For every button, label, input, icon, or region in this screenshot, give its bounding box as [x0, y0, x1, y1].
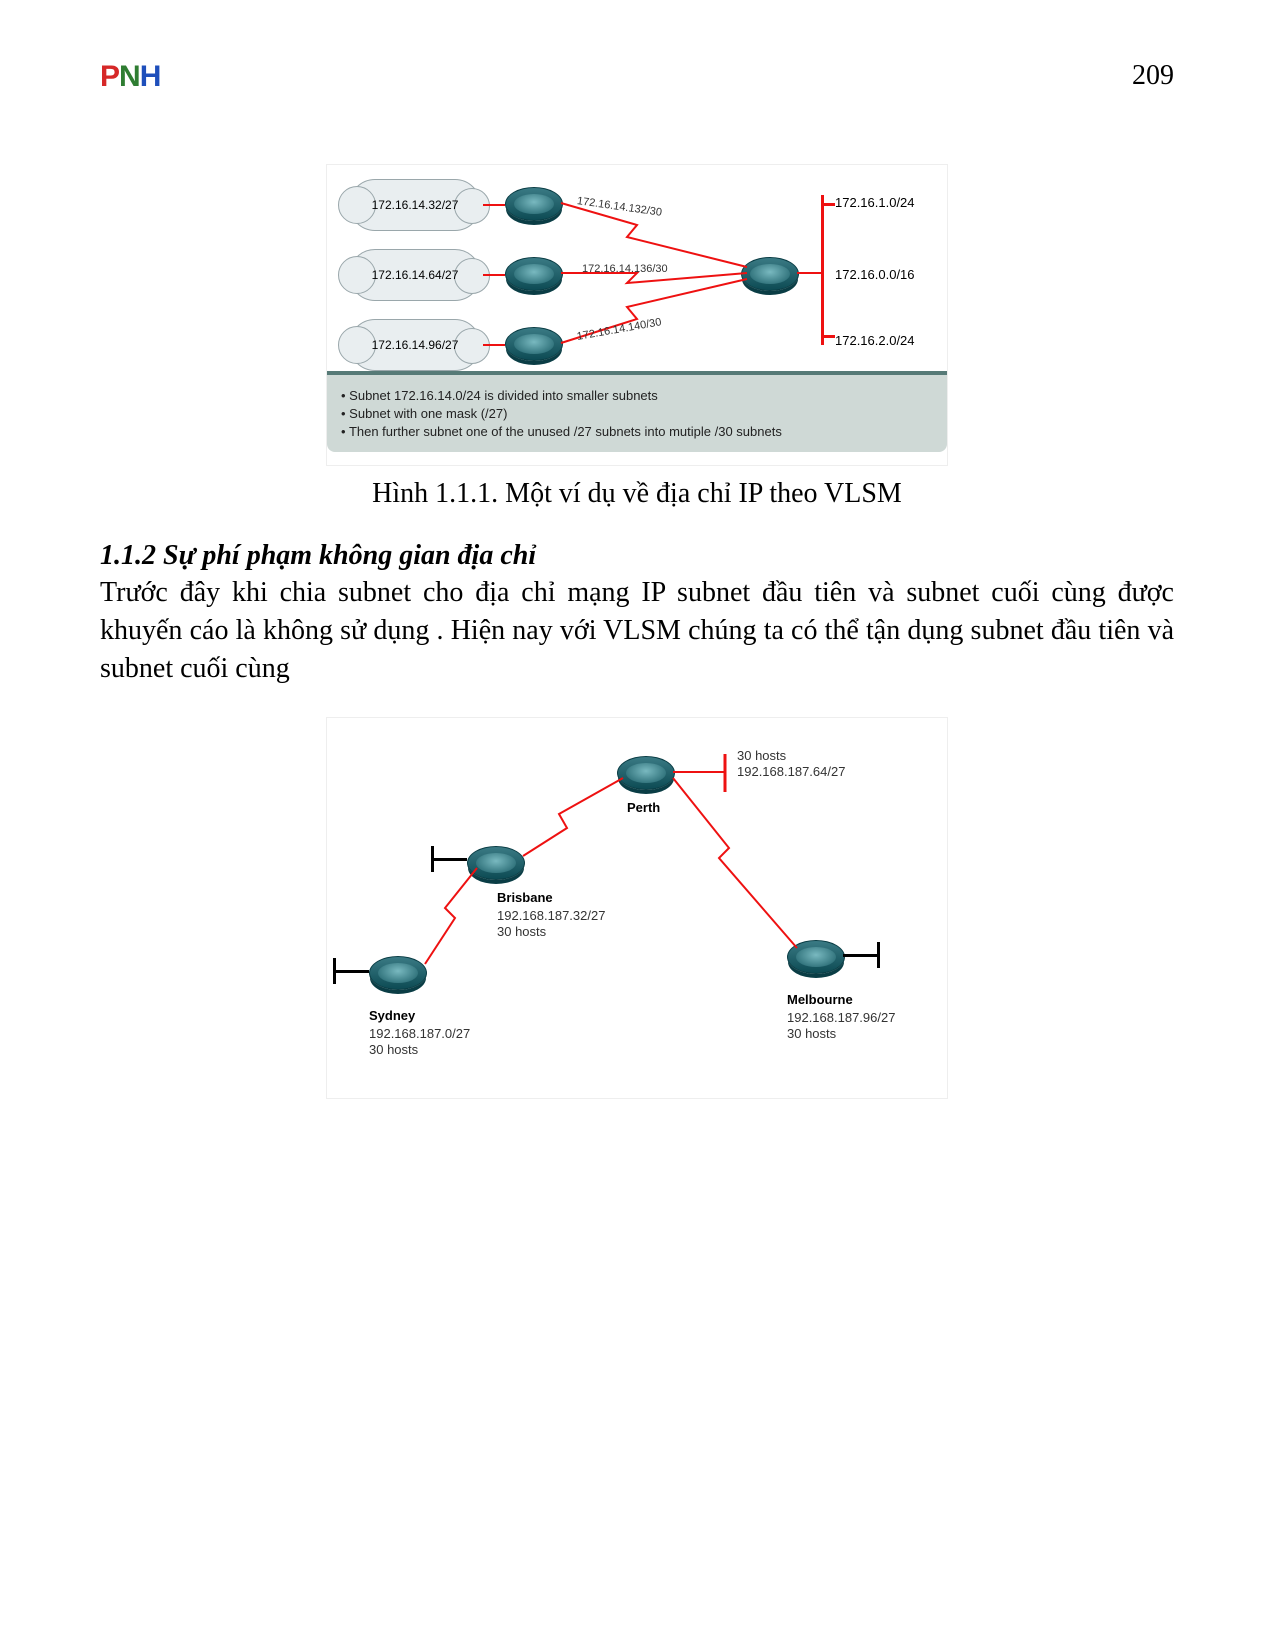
logo-letter-n: N — [119, 60, 140, 93]
lan-stub — [333, 970, 369, 973]
lan-stub — [877, 942, 880, 968]
info-bullet: Then further subnet one of the unused /2… — [341, 424, 933, 439]
city-label: Brisbane — [497, 890, 553, 905]
subnet-label: 30 hosts — [497, 924, 546, 939]
logo-letter-p: P — [100, 60, 119, 93]
figure-caption-box: Subnet 172.16.14.0/24 is divided into sm… — [327, 371, 947, 452]
lan-stub — [431, 858, 467, 861]
section-heading: 1.1.2 Sự phí phạm không gian địa chỉ — [100, 540, 1174, 572]
logo-letter-h: H — [140, 60, 161, 93]
subnet-label: 30 hosts — [787, 1026, 836, 1041]
subnet-label: 192.168.187.64/27 — [737, 764, 845, 779]
lan-stub — [431, 846, 434, 872]
network-label: 172.16.2.0/24 — [835, 333, 915, 348]
logo: PNH — [100, 60, 160, 94]
info-bullet: Subnet 172.16.14.0/24 is divided into sm… — [341, 388, 933, 403]
lan-stub — [843, 954, 879, 957]
subnet-label: 192.168.187.0/27 — [369, 1026, 470, 1041]
cloud-label: 172.16.14.64/27 — [372, 268, 459, 282]
figure-caption: Hình 1.1.1. Một ví dụ về địa chỉ IP theo… — [100, 478, 1174, 510]
subnet-label: 192.168.187.96/27 — [787, 1010, 895, 1025]
page-number: 209 — [1132, 60, 1174, 92]
cloud-label: 172.16.14.32/27 — [372, 198, 459, 212]
city-label: Melbourne — [787, 992, 853, 1007]
figure-vlsm-example: 172.16.14.32/27 172.16.14.64/27 172.16.1… — [326, 164, 948, 466]
page-header: PNH 209 — [100, 60, 1174, 94]
wan-links — [327, 718, 947, 1098]
lan-stub — [333, 958, 336, 984]
serial-link-label: 172.16.14.136/30 — [582, 263, 668, 275]
info-bullet: Subnet with one mask (/27) — [341, 406, 933, 421]
body-paragraph: Trước đây khi chia subnet cho địa chỉ mạ… — [100, 574, 1174, 687]
subnet-label: 30 hosts — [737, 748, 786, 763]
ethernet-bus — [821, 195, 824, 345]
bus-tap — [821, 335, 835, 338]
subnet-label: 192.168.187.32/27 — [497, 908, 605, 923]
network-label: 172.16.0.0/16 — [835, 267, 915, 282]
city-label: Sydney — [369, 1008, 415, 1023]
figure-cities-topology: Perth 30 hosts 192.168.187.64/27 Brisban… — [326, 717, 948, 1099]
city-label: Perth — [627, 800, 660, 815]
network-label: 172.16.1.0/24 — [835, 195, 915, 210]
bus-tap — [821, 203, 835, 206]
subnet-label: 30 hosts — [369, 1042, 418, 1057]
cloud-label: 172.16.14.96/27 — [372, 338, 459, 352]
